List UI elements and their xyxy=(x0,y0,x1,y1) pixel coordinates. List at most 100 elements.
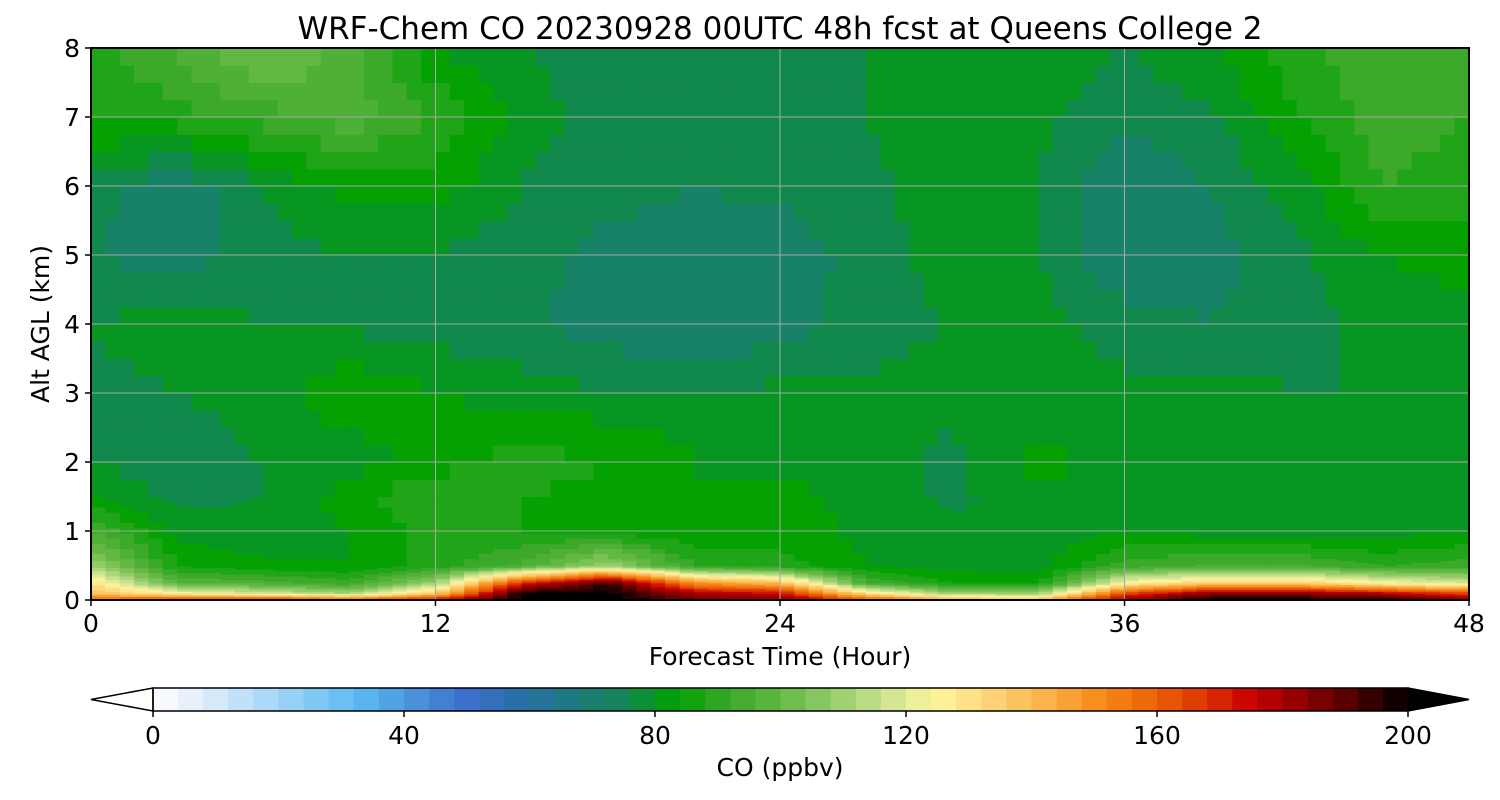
heatmap-cell xyxy=(780,563,795,567)
heatmap-cell xyxy=(335,567,350,570)
heatmap-cell xyxy=(248,570,264,573)
heatmap-cell xyxy=(808,506,824,513)
heatmap-cell xyxy=(105,562,121,565)
heatmap-cell xyxy=(679,393,695,411)
heatmap-cell xyxy=(1354,506,1370,513)
heatmap-cell xyxy=(995,563,1011,567)
heatmap-cell xyxy=(1311,358,1327,377)
heatmap-cell xyxy=(866,596,882,599)
heatmap-cell xyxy=(622,527,638,534)
heatmap-cell xyxy=(134,255,150,273)
heatmap-cell xyxy=(866,393,882,411)
heatmap-cell xyxy=(650,375,666,394)
heatmap-cell xyxy=(1311,593,1327,596)
heatmap-cell xyxy=(1253,501,1269,508)
heatmap-cell xyxy=(1296,553,1312,560)
heatmap-cell xyxy=(593,575,609,579)
heatmap-cell xyxy=(521,410,537,429)
heatmap-cell xyxy=(507,289,523,308)
heatmap-cell xyxy=(335,565,350,568)
heatmap-cell xyxy=(866,584,882,587)
heatmap-cell xyxy=(1239,562,1255,565)
heatmap-cell xyxy=(1382,410,1398,429)
heatmap-cell xyxy=(1224,582,1240,586)
heatmap-cell xyxy=(162,532,178,539)
heatmap-cell xyxy=(1038,255,1054,273)
heatmap-cell xyxy=(1325,255,1341,273)
heatmap-cell xyxy=(1052,591,1068,594)
heatmap-cell xyxy=(693,574,709,577)
heatmap-cell xyxy=(780,324,795,342)
heatmap-cell xyxy=(693,594,709,598)
heatmap-cell xyxy=(665,306,681,325)
heatmap-cell xyxy=(478,532,494,539)
heatmap-cell xyxy=(91,568,106,572)
heatmap-cell xyxy=(736,548,752,555)
heatmap-cell xyxy=(1153,567,1169,570)
heatmap-cell xyxy=(679,548,695,555)
heatmap-cell xyxy=(291,584,307,587)
heatmap-cell xyxy=(564,562,580,565)
heatmap-cell xyxy=(1138,553,1154,560)
heatmap-cell xyxy=(478,548,494,555)
heatmap-cell xyxy=(1067,562,1083,565)
heatmap-cell xyxy=(91,575,106,579)
heatmap-cell xyxy=(1440,306,1456,325)
heatmap-cell xyxy=(248,543,264,549)
heatmap-cell xyxy=(693,565,709,568)
heatmap-cell xyxy=(464,375,480,394)
heatmap-cell xyxy=(1081,324,1097,342)
heatmap-cell xyxy=(191,589,207,592)
heatmap-cell xyxy=(277,596,293,599)
heatmap-cell xyxy=(966,517,982,523)
heatmap-cell xyxy=(1296,479,1312,498)
heatmap-cell xyxy=(205,532,221,539)
heatmap-cell xyxy=(507,594,523,598)
heatmap-cell xyxy=(693,575,709,579)
heatmap-cell xyxy=(378,537,394,544)
heatmap-cell xyxy=(277,543,293,549)
heatmap-cell xyxy=(277,237,293,256)
heatmap-cell xyxy=(277,563,293,567)
heatmap-cell xyxy=(320,375,336,394)
heatmap-cell xyxy=(1124,579,1140,582)
heatmap-cell xyxy=(1368,358,1384,377)
heatmap-cell xyxy=(507,591,523,594)
heatmap-cell xyxy=(1196,410,1212,429)
heatmap-cell xyxy=(1124,582,1140,586)
heatmap-cell xyxy=(449,567,465,570)
heatmap-cell xyxy=(105,522,121,529)
heatmap-cell xyxy=(1397,560,1413,563)
heatmap-cell xyxy=(636,375,652,394)
heatmap-cell xyxy=(923,237,939,256)
heatmap-cell xyxy=(1210,527,1226,534)
heatmap-cell xyxy=(636,324,652,342)
heatmap-cell xyxy=(1095,501,1111,508)
heatmap-cell xyxy=(148,306,164,325)
heatmap-cell xyxy=(665,506,681,513)
heatmap-cell xyxy=(1181,522,1197,529)
heatmap-cell xyxy=(220,522,236,529)
heatmap-cell xyxy=(851,586,867,589)
heatmap-cell xyxy=(1081,570,1097,573)
heatmap-cell xyxy=(1425,591,1441,594)
heatmap-cell xyxy=(751,506,767,513)
heatmap-cell xyxy=(421,587,437,591)
heatmap-cell xyxy=(1038,237,1054,256)
heatmap-cell xyxy=(335,560,350,563)
heatmap-cell xyxy=(708,589,724,592)
heatmap-cell xyxy=(1440,506,1456,513)
heatmap-cell xyxy=(923,272,939,291)
heatmap-cell xyxy=(177,506,193,513)
heatmap-cell xyxy=(780,410,795,429)
heatmap-cell xyxy=(335,237,350,256)
heatmap-cell xyxy=(134,565,150,568)
heatmap-cell xyxy=(1009,289,1025,308)
heatmap-cell xyxy=(363,567,379,570)
heatmap-cell xyxy=(1397,306,1413,325)
heatmap-cell xyxy=(579,479,594,498)
heatmap-cell xyxy=(952,553,968,560)
heatmap-cell xyxy=(880,496,896,503)
heatmap-cell xyxy=(765,548,781,555)
heatmap-cell xyxy=(449,393,465,411)
